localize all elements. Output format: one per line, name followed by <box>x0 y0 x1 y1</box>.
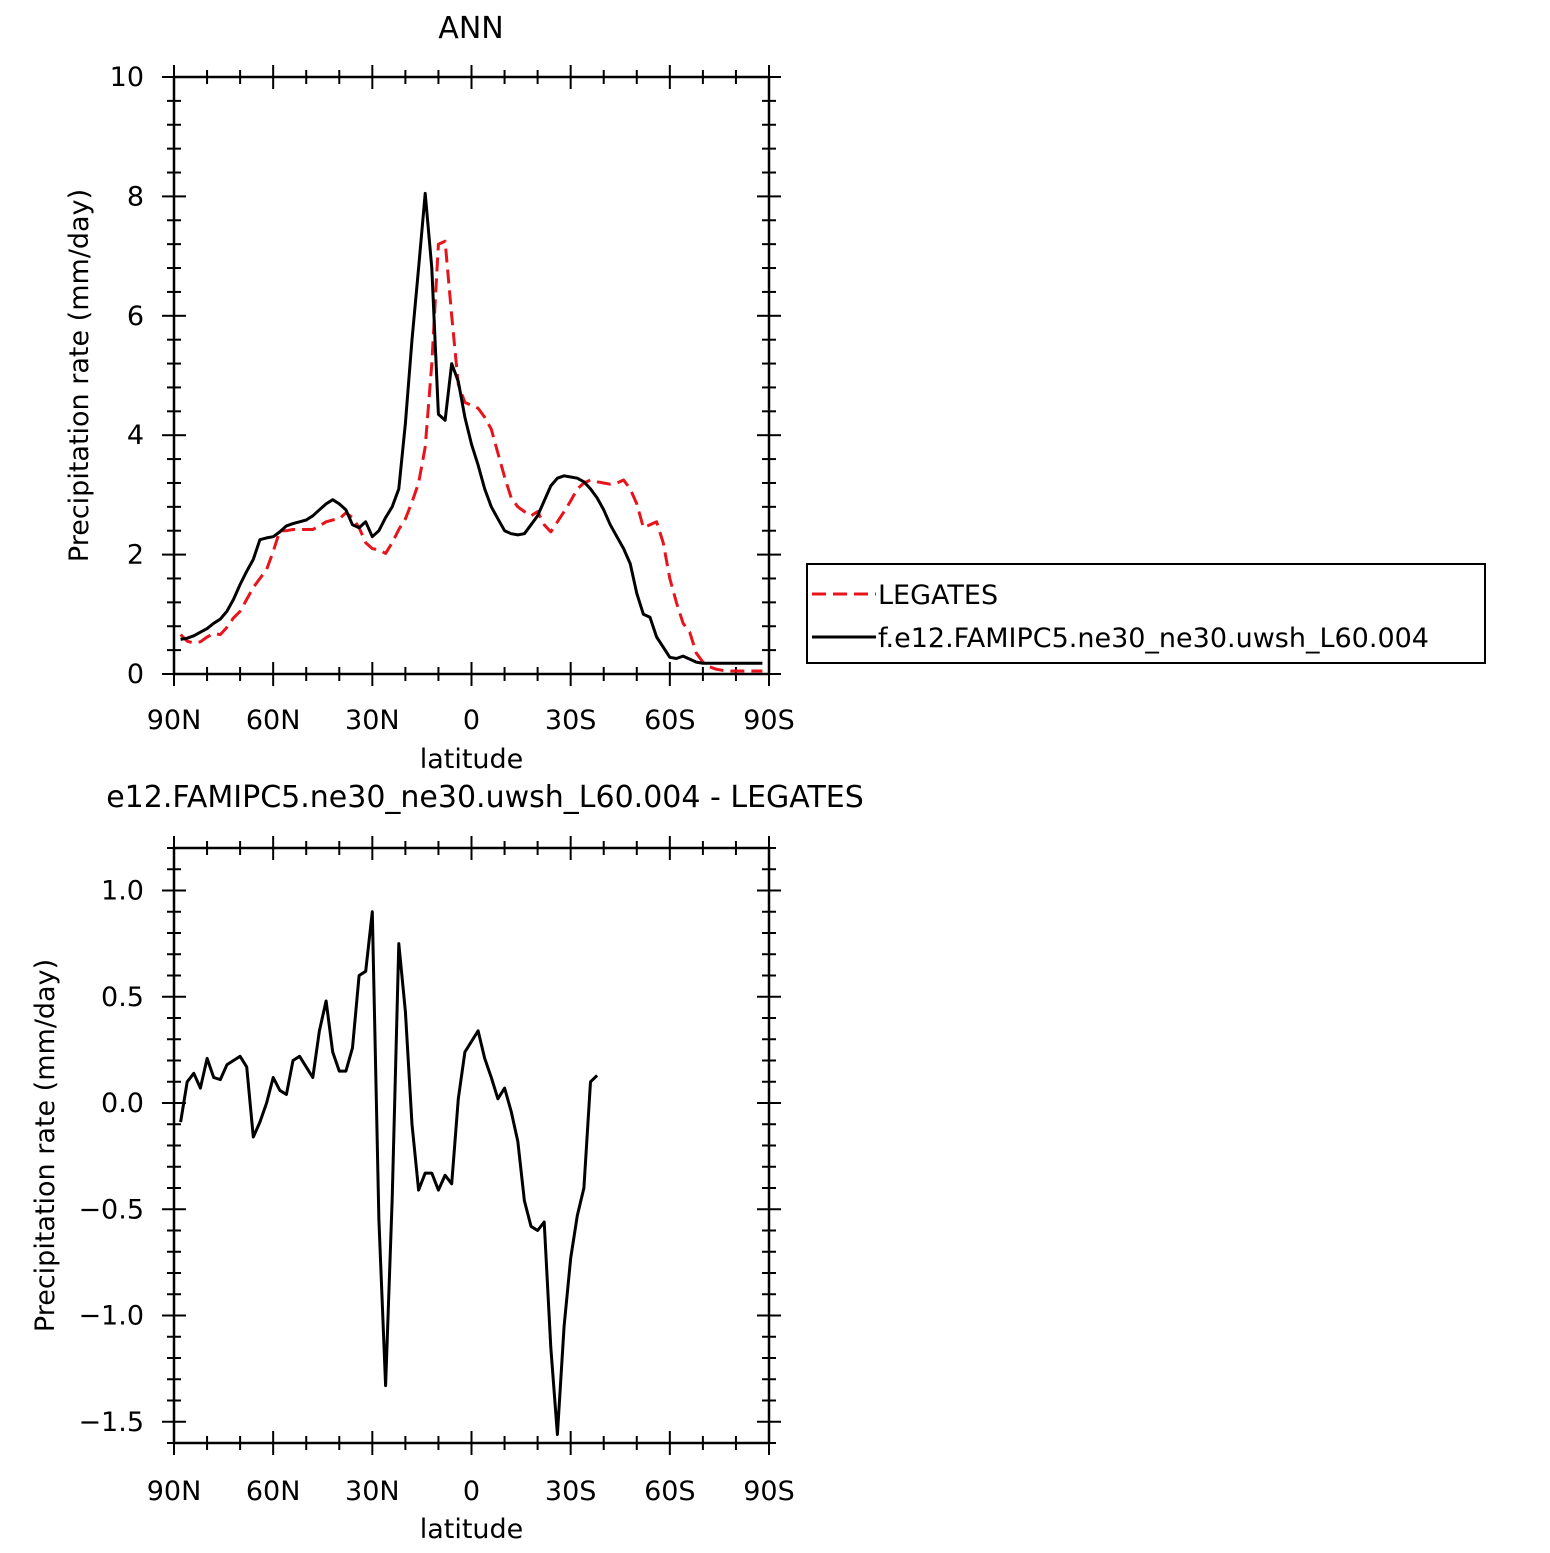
x-tick-label: 90N <box>147 705 202 736</box>
plot-frame <box>172 75 771 676</box>
chart-title: ANN <box>438 11 503 46</box>
y-tick-label: 0 <box>127 659 144 690</box>
y-tick-label: 8 <box>127 181 144 212</box>
legend-label: f.e12.FAMIPC5.ne30_ne30.uwsh_L60.004 <box>878 623 1429 654</box>
series-line-a <box>179 239 763 673</box>
x-axis-label: latitude <box>420 1514 524 1545</box>
x-tick-label: 60N <box>246 705 301 736</box>
y-tick-label: 0.0 <box>101 1088 144 1119</box>
y-tick-label: 4 <box>127 420 144 451</box>
x-tick-label: 0 <box>463 1476 480 1507</box>
y-tick-label: −0.5 <box>78 1194 144 1225</box>
y-tick-label: 0.5 <box>101 982 144 1013</box>
x-tick-label: 30N <box>345 705 400 736</box>
x-tick-label: 90S <box>743 705 795 736</box>
x-axis-label: latitude <box>420 744 524 775</box>
x-tick-label: 30S <box>545 705 597 736</box>
chart-title: e12.FAMIPC5.ne30_ne30.uwsh_L60.004 - LEG… <box>106 780 864 815</box>
precip-difference-panel: 90N 60N 30N 0 30S 60S 90S 1.0 0.5 0.0 −0.5 −1.0 −1.5… <box>30 780 864 1545</box>
y-tick-label: 10 <box>110 62 144 93</box>
legend-label: LEGATES <box>878 580 998 611</box>
y-axis-label: Precipitation rate (mm/day) <box>64 189 95 562</box>
series-line-b <box>180 191 763 665</box>
x-tick-label: 60S <box>644 1476 696 1507</box>
series-line-a <box>179 910 599 1436</box>
legend: LEGATES f.e12.FAMIPC5.ne30_ne30.uwsh_L60.… <box>806 563 1486 664</box>
x-tick-label: 30S <box>545 1476 597 1507</box>
x-tick-label: 60N <box>246 1476 301 1507</box>
y-tick-label: 6 <box>127 301 144 332</box>
x-tick-label: 90N <box>147 1476 202 1507</box>
x-tick-label: 0 <box>463 705 480 736</box>
x-tick-label: 30N <box>345 1476 400 1507</box>
legend-box <box>806 563 1486 664</box>
y-tick-label: −1.5 <box>78 1407 144 1438</box>
y-axis-label: Precipitation rate (mm/day) <box>30 959 61 1332</box>
plot-frame <box>172 846 771 1445</box>
precip-ann-panel: 90N 60N 30N 0 30S 60S 90S 0 2 4 6 8 10 ANN latitude Pre… <box>64 11 795 775</box>
y-tick-label: 2 <box>127 540 144 571</box>
y-tick-label: −1.0 <box>78 1301 144 1332</box>
x-tick-label: 60S <box>644 705 696 736</box>
y-tick-label: 1.0 <box>101 876 144 907</box>
x-tick-label: 90S <box>743 1476 795 1507</box>
